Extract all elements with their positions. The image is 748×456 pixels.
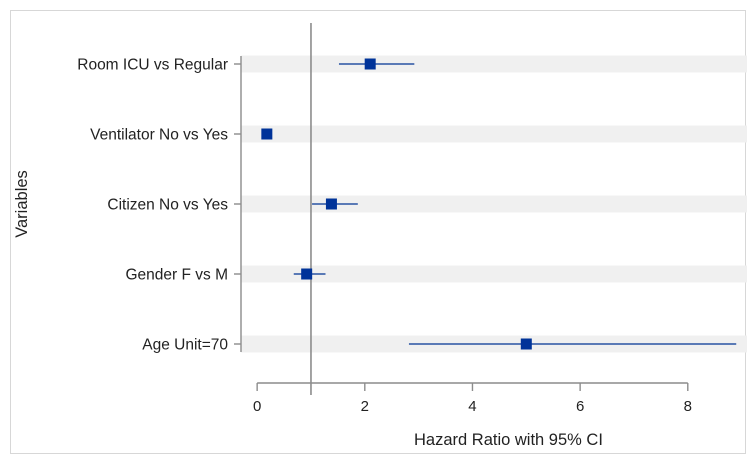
x-tick-label: 2 [361,398,369,415]
x-tick-label: 0 [253,398,261,415]
point-estimate [520,338,532,350]
category-label: Gender F vs M [126,267,229,284]
forest-plot: 0 2 4 6 8 Room ICU vs Regular Ventilator No v… [13,23,747,449]
point-estimate [325,198,337,210]
x-tick-label: 6 [576,398,584,415]
point-estimate [261,128,273,140]
row-band [241,265,747,283]
x-tick-label: 4 [468,398,476,415]
point-estimate [364,58,376,70]
category-labels: Room ICU vs Regular Ventilator No vs Yes C… [77,57,228,354]
row-band [241,125,747,143]
axes [240,56,688,384]
x-tick-label: 8 [684,398,692,415]
chart-frame: 0 2 4 6 8 Room ICU vs Regular Ventilator No v… [10,10,747,454]
row-band [241,195,747,213]
category-label: Age Unit=70 [142,337,228,354]
x-ticks: 0 2 4 6 8 [253,383,692,415]
point-estimate [301,268,313,280]
category-label: Citizen No vs Yes [107,197,228,214]
row-band [241,55,747,73]
category-label: Room ICU vs Regular [77,57,228,74]
y-axis-title: Variables [13,170,31,238]
y-ticks [234,63,241,345]
category-label: Ventilator No vs Yes [90,127,228,144]
x-axis-title: Hazard Ratio with 95% CI [414,431,603,449]
estimates [261,58,737,350]
